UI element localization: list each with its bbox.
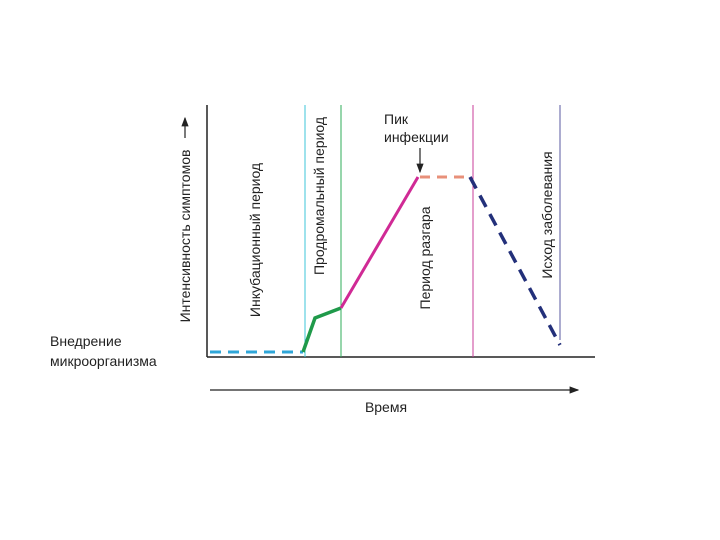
outcome-curve xyxy=(468,176,562,346)
period-label: Продромальный период xyxy=(311,117,327,275)
peak-annotation: Пик xyxy=(384,111,409,127)
period-label: Исход заболевания xyxy=(539,151,555,278)
peak-annotation: инфекции xyxy=(384,129,449,145)
period-label: Инкубационный период xyxy=(247,163,263,317)
peak-rise-curve xyxy=(339,176,420,309)
prodromal-curve xyxy=(301,306,342,353)
entry-annotation: Внедрение xyxy=(50,333,122,349)
entry-annotation: микроорганизма xyxy=(50,353,157,369)
period-label: Период разгара xyxy=(417,206,433,309)
y-axis-label: Интенсивность симптомов xyxy=(177,150,193,323)
x-axis-label: Время xyxy=(365,399,407,415)
